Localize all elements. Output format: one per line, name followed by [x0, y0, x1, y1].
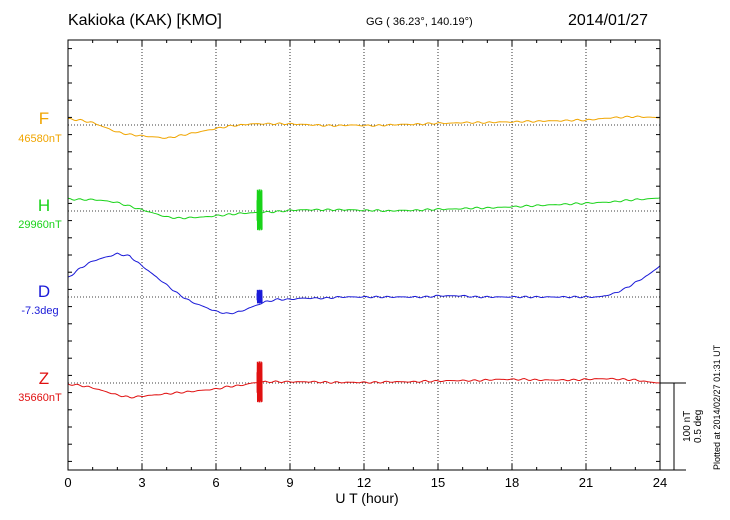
- series-line-D: [67, 252, 661, 315]
- series-line-Z: [67, 377, 661, 399]
- scale-nt-label: 100 nT: [682, 410, 693, 442]
- series-line-F: [67, 115, 661, 139]
- series-baseline-D: -7.3deg: [21, 305, 58, 317]
- disturbance-spike-D: [256, 289, 263, 304]
- disturbance-spike-Z: [256, 361, 263, 403]
- series-line-H: [67, 197, 661, 220]
- series-name-Z: Z: [39, 369, 49, 388]
- grid-lines: [68, 40, 660, 470]
- series-name-F: F: [39, 109, 49, 128]
- x-tick-label: 0: [64, 475, 71, 490]
- series-baseline-H: 29960nT: [18, 219, 62, 231]
- series-name-H: H: [38, 196, 50, 215]
- x-tick-label: 6: [212, 475, 219, 490]
- x-tick-label: 21: [579, 475, 593, 490]
- series-baseline-F: 46580nT: [18, 133, 62, 145]
- scale-bar: [660, 382, 686, 471]
- chart-date: 2014/01/27: [568, 12, 649, 29]
- x-tick-label: 24: [653, 475, 667, 490]
- series-baseline-Z: 35660nT: [18, 392, 62, 404]
- series-labels: F 46580nT H 29960nT D -7.3deg Z 35660nT: [18, 109, 62, 404]
- scale-bar-label: 100 nT 0.5 deg: [682, 410, 704, 443]
- x-tick-labels: 0 3 6 9 12 15 18 21 24: [64, 475, 667, 490]
- x-tick-label: 12: [357, 475, 371, 490]
- x-tick-label: 15: [431, 475, 445, 490]
- axis-ticks: [67, 40, 661, 470]
- x-tick-label: 9: [286, 475, 293, 490]
- station-coordinates: GG ( 36.23°, 140.19°): [366, 16, 473, 28]
- series-name-D: D: [38, 282, 50, 301]
- scale-deg-label: 0.5 deg: [693, 409, 704, 443]
- disturbance-spike-H: [256, 189, 263, 231]
- series-traces: [67, 115, 661, 403]
- plot-frame: [67, 39, 661, 471]
- plotted-timestamp: Plotted at 2014/02/27 01:31 UT: [712, 344, 722, 470]
- chart-title: Kakioka (KAK) [KMO]: [68, 12, 222, 29]
- x-axis-label: U T (hour): [335, 490, 398, 506]
- x-tick-label: 3: [138, 475, 145, 490]
- x-tick-label: 18: [505, 475, 519, 490]
